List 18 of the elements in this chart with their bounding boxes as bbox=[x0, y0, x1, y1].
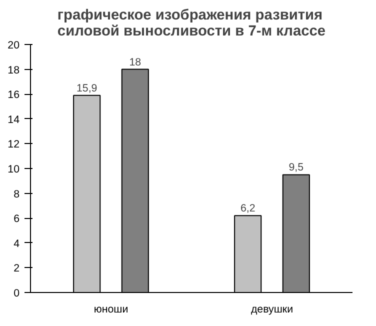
x-tick-label: девушки bbox=[250, 304, 294, 316]
y-tick-label: 20 bbox=[8, 40, 20, 52]
y-tick-label: 16 bbox=[8, 89, 20, 102]
y-tick-label: 4 bbox=[14, 238, 20, 250]
data-label: 15,9 bbox=[76, 82, 98, 94]
y-tick-label: 18 bbox=[8, 64, 20, 76]
y-tick-label: 14 bbox=[8, 114, 20, 126]
y-tick-label: 12 bbox=[8, 138, 20, 151]
y-tick-label: 6 bbox=[14, 213, 20, 226]
data-label: 9,5 bbox=[288, 162, 304, 174]
data-label: 18 bbox=[129, 56, 142, 68]
y-tick-label: 8 bbox=[14, 188, 20, 200]
y-tick-label: 0 bbox=[14, 288, 20, 300]
chart-title: графическое изображения развития силовой выносливости в 7-м классе bbox=[57, 8, 326, 40]
x-tick-label: юноши bbox=[94, 304, 128, 316]
y-tick-label: 10 bbox=[8, 164, 20, 176]
data-label: 6,2 bbox=[240, 202, 256, 215]
y-tick-label: 2 bbox=[14, 262, 20, 275]
